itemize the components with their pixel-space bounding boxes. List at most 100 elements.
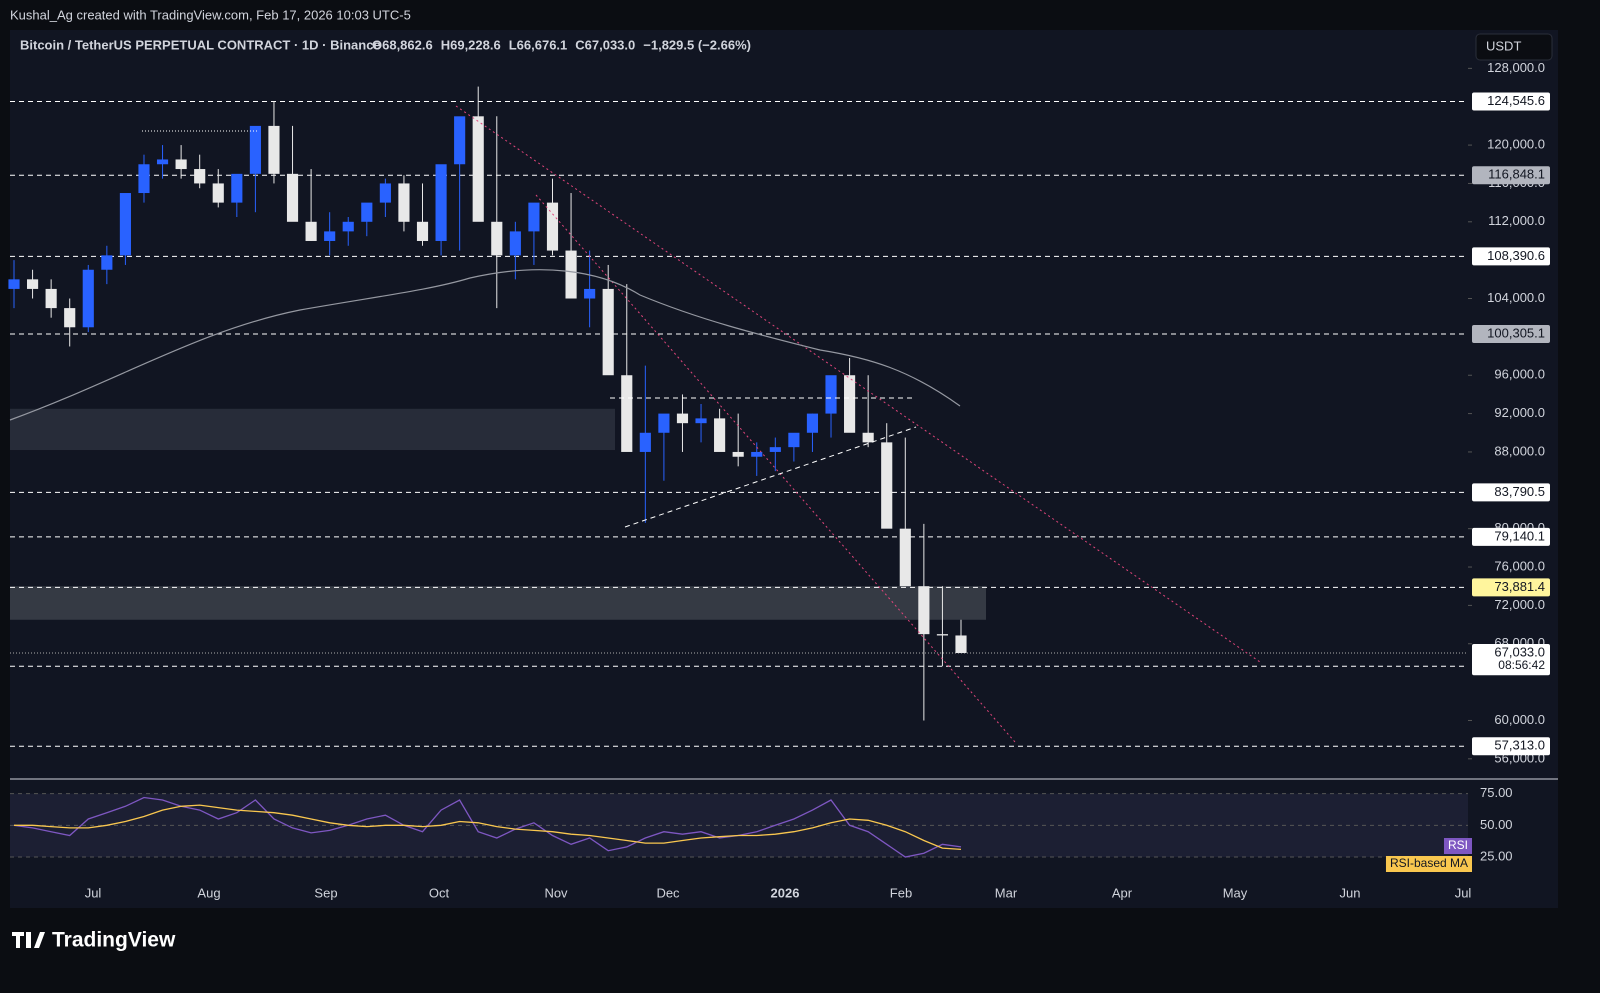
support-line	[624, 426, 917, 528]
candle-body	[324, 231, 336, 241]
level-label: 73,881.4	[1494, 579, 1545, 594]
x-tick-label: Nov	[544, 885, 568, 900]
legend-label: RSI-based MA	[1390, 856, 1468, 870]
candle-body	[249, 125, 261, 174]
candle-body	[416, 221, 429, 241]
zone	[10, 586, 986, 620]
countdown: 08:56:42	[1498, 658, 1545, 672]
level-label-box	[1472, 92, 1550, 111]
level-label: 100,305.1	[1487, 325, 1545, 340]
price-pane: 128,000.0120,000.0116,000.0112,000.0104,…	[8, 60, 1550, 765]
level-label: 116,848.1	[1488, 167, 1545, 182]
candle-body	[565, 250, 577, 299]
x-tick-label: 2026	[771, 885, 800, 900]
y-tick-label: 120,000.0	[1487, 137, 1545, 152]
time-axis: Jul Aug Sep Oct Nov Dec 2026 Feb Mar Apr May Jun Jul	[85, 885, 1472, 900]
candle-body	[806, 413, 819, 433]
candle-body	[732, 451, 744, 457]
level-label: 79,140.1	[1494, 528, 1545, 543]
legend-label: RSI	[1448, 838, 1468, 852]
candle-body	[379, 183, 391, 203]
candle-body	[528, 202, 540, 232]
candle-body	[268, 125, 280, 174]
candle-body	[509, 231, 521, 256]
candle-body	[788, 432, 800, 448]
trendline	[535, 194, 1016, 743]
candle-body	[305, 221, 317, 241]
y-tick-label: 96,000.0	[1494, 367, 1545, 382]
y-tick-label: 60,000.0	[1494, 712, 1545, 727]
candle-body	[286, 173, 299, 222]
x-tick-label: Mar	[995, 885, 1018, 900]
level-label-box	[1472, 737, 1550, 756]
currency-button[interactable]	[1475, 33, 1553, 61]
x-tick-label: Jun	[1340, 885, 1361, 900]
x-tick-label: Aug	[197, 885, 220, 900]
candle-body	[101, 255, 113, 270]
legend-box	[1443, 838, 1472, 854]
candle-body	[45, 288, 57, 309]
level-label: 108,390.6	[1487, 248, 1545, 263]
x-tick-label: Dec	[656, 885, 680, 900]
attribution: Kushal_Ag created with TradingView.com, …	[10, 7, 411, 22]
rsi-pane: 75.00 50.00 25.00 RSI RSI-based MA	[10, 785, 1513, 872]
candle-body	[138, 164, 150, 194]
candle-body	[546, 202, 559, 251]
level-label-box	[1472, 166, 1550, 185]
moving-average-200	[9, 269, 961, 421]
level-label: 124,545.6	[1487, 93, 1545, 108]
y-tick-label: 128,000.0	[1487, 60, 1545, 75]
candle-body	[844, 375, 856, 433]
candle-body	[751, 451, 763, 457]
candle-body	[621, 375, 633, 452]
candle-body	[639, 432, 651, 452]
candle-body	[918, 586, 930, 635]
x-tick-label: Apr	[1112, 885, 1133, 900]
candle-body	[361, 202, 373, 222]
candle-body	[695, 418, 707, 424]
candle-body	[491, 221, 503, 256]
logo-text: TradingView	[52, 929, 176, 952]
y-tick-label: 104,000.0	[1487, 290, 1545, 305]
candle-body	[175, 159, 187, 170]
candle-body	[398, 183, 410, 222]
y-tick-label: 72,000.0	[1494, 597, 1545, 612]
last-price-box	[1472, 644, 1550, 675]
candle-body	[472, 116, 484, 222]
candle-body	[82, 269, 94, 328]
candle-body	[602, 288, 614, 376]
ohlc-value: O68,862.6	[372, 37, 433, 52]
candle-body	[342, 221, 354, 232]
level-label-box	[1472, 578, 1550, 597]
logo: TradingView	[12, 929, 176, 952]
candle-body	[881, 442, 893, 529]
level-label-box	[1472, 527, 1550, 546]
level-label-box	[1472, 324, 1550, 343]
x-tick-label: Jul	[85, 885, 102, 900]
ohlc-legend: O68,862.6 H69,228.6 L66,676.1 C67,033.0 −1,8…	[372, 37, 751, 52]
currency[interactable]: USDT	[1486, 38, 1521, 53]
candle-body	[212, 183, 224, 203]
candle-body	[658, 413, 670, 433]
rsi-line	[13, 796, 962, 858]
level-label: 83,790.5	[1494, 484, 1545, 499]
candle-body	[676, 413, 689, 424]
ohlc-value: L66,676.1	[509, 37, 568, 52]
candle-body	[435, 164, 447, 241]
candle-body	[862, 432, 874, 443]
chart-panel	[10, 30, 1558, 908]
x-tick-label: Oct	[429, 885, 450, 900]
candle-body	[231, 173, 243, 203]
x-tick-label: Feb	[890, 885, 912, 900]
ohlc-value: −1,829.5 (−2.66%)	[643, 37, 751, 52]
y-tick-label: 92,000.0	[1494, 405, 1545, 420]
rsi-tick-label: 25.00	[1480, 848, 1513, 863]
candle-body	[26, 279, 39, 289]
candle-body	[454, 116, 466, 165]
candle-body	[8, 279, 20, 289]
last-price-label: 67,033.0	[1494, 644, 1545, 659]
legend-box	[1385, 856, 1472, 872]
symbol: Bitcoin / TetherUS PERPETUAL CONTRACT · …	[20, 37, 381, 52]
candle-body	[64, 308, 76, 328]
